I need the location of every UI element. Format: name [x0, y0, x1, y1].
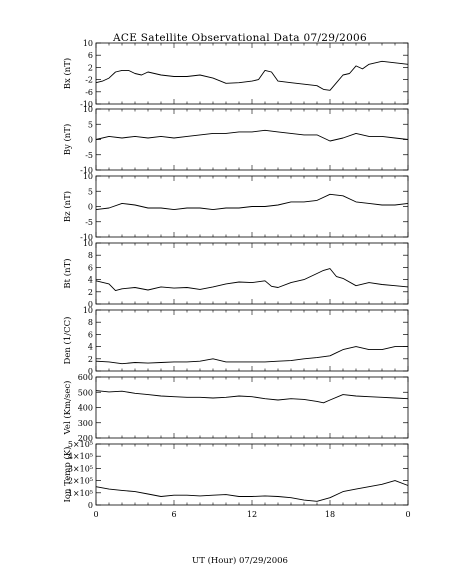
y-tick-label: 600 — [78, 373, 93, 382]
y-tick-label: 0 — [88, 367, 93, 376]
panel-6: 600 500 400 300 200 Vel (Km/sec) — [62, 373, 409, 443]
y-axis-label: Ion Temp (K) — [62, 447, 73, 503]
y-tick-label: 2×10⁵ — [68, 477, 93, 486]
y-tick-label: 4 — [88, 276, 93, 285]
x-tick-label: 0 — [93, 510, 98, 519]
y-tick-label: -10 — [80, 233, 93, 242]
panel-frame — [95, 108, 409, 171]
series-line — [95, 60, 409, 91]
y-tick-label: 6 — [88, 263, 93, 272]
panels-layer: 10 6 2 -2 -6 -10 Bx (nT) 10 5 0 -5 -10 By (nT) 10 5 0 -5… — [62, 39, 411, 519]
y-axis-label: Den (1/CC) — [62, 317, 73, 365]
y-tick-label: 10 — [83, 172, 93, 181]
series-line — [95, 390, 409, 404]
y-tick-label: 500 — [78, 388, 93, 397]
y-axis-label: Vel (Km/sec) — [62, 381, 73, 436]
y-tick-label: 10 — [83, 239, 93, 248]
y-tick-label: 0 — [88, 203, 93, 212]
y-tick-label: 2 — [88, 288, 93, 297]
panel-frame — [95, 242, 409, 305]
y-tick-label: 0 — [88, 300, 93, 309]
panel-frame — [95, 42, 409, 105]
y-tick-label: 8 — [88, 318, 93, 327]
y-tick-label: 6 — [88, 51, 93, 60]
y-tick-label: 300 — [78, 419, 93, 428]
y-tick-label: 10 — [83, 306, 93, 315]
y-tick-label: 5 — [88, 120, 93, 129]
y-tick-label: 10 — [83, 39, 93, 48]
panel-frame — [95, 376, 409, 439]
y-tick-label: -10 — [80, 166, 93, 175]
x-tick-label: 12 — [247, 510, 257, 519]
panel-4: 10 8 6 4 2 0 Bt (nT) — [62, 239, 409, 309]
x-axis-ticks: 0 6 12 18 0 — [93, 510, 410, 519]
y-axis-label: Bt (nT) — [62, 258, 73, 288]
y-tick-label: 6 — [88, 330, 93, 339]
y-tick-label: 1×10⁵ — [68, 489, 93, 498]
y-tick-label: 0 — [88, 136, 93, 145]
y-tick-label: -6 — [85, 88, 93, 97]
x-tick-label: 6 — [171, 510, 176, 519]
y-tick-label: 8 — [88, 251, 93, 260]
panel-frame — [95, 443, 409, 506]
chart-title: ACE Satellite Observational Data 07/29/2… — [112, 32, 367, 44]
series-line — [95, 268, 409, 292]
y-tick-label: 0 — [88, 501, 93, 510]
panel-7: 5×10⁵ 4×10⁵ 3×10⁵ 2×10⁵ 1×10⁵ 0 Ion Temp (K) — [62, 440, 409, 510]
y-tick-label: 400 — [78, 404, 93, 413]
y-axis-label: By (nT) — [62, 124, 73, 156]
series-line — [95, 480, 409, 502]
y-tick-label: 3×10⁵ — [68, 464, 93, 473]
panel-3: 10 5 0 -5 -10 Bz (nT) — [62, 172, 409, 242]
y-tick-label: 2 — [88, 63, 93, 72]
panel-5: 10 8 6 4 2 0 Den (1/CC) — [62, 306, 409, 376]
y-axis-label: Bx (nT) — [62, 58, 73, 90]
y-tick-label: -10 — [80, 100, 93, 109]
x-tick-label: 0 — [405, 510, 410, 519]
y-tick-label: 4 — [88, 343, 93, 352]
series-line — [95, 346, 408, 365]
y-axis-label: Bz (nT) — [62, 191, 73, 222]
y-tick-label: 2 — [88, 355, 93, 364]
y-tick-label: -5 — [85, 151, 93, 160]
y-tick-label: -5 — [85, 218, 93, 227]
panel-1: 10 6 2 -2 -6 -10 Bx (nT) — [62, 39, 409, 109]
x-axis-title: UT (Hour) 07/29/2006 — [192, 555, 288, 566]
series-line — [95, 129, 409, 142]
series-line — [95, 193, 409, 211]
y-tick-label: 5 — [88, 187, 93, 196]
y-tick-label: 200 — [78, 434, 93, 443]
y-tick-label: 4×10⁵ — [68, 452, 93, 461]
x-tick-label: 18 — [325, 510, 335, 519]
y-tick-label: -2 — [85, 76, 93, 85]
panel-2: 10 5 0 -5 -10 By (nT) — [62, 105, 409, 175]
y-tick-label: 5×10⁵ — [68, 440, 93, 449]
y-tick-label: 10 — [83, 105, 93, 114]
